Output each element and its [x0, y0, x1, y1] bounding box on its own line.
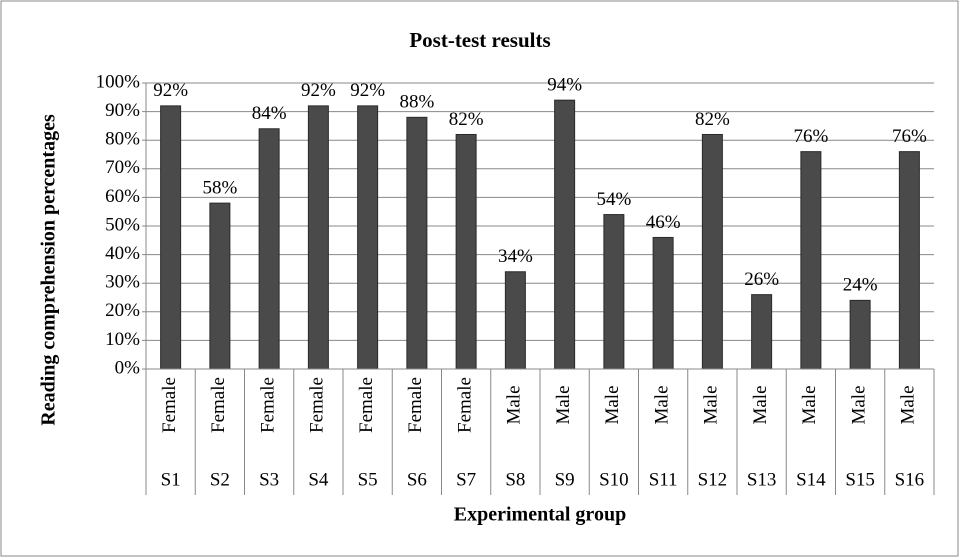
- y-tick-label: 60%: [105, 186, 140, 207]
- bar: [652, 236, 674, 370]
- x-tick-label: S13: [747, 469, 777, 490]
- data-label: 92%: [350, 80, 385, 101]
- x-tick-label: S9: [555, 469, 575, 490]
- x-group-label: Female: [454, 377, 475, 433]
- x-group-label: Female: [257, 377, 278, 433]
- x-tick-label: S15: [845, 469, 875, 490]
- bar: [258, 128, 280, 370]
- data-label: 24%: [843, 275, 878, 296]
- x-tick-label: S10: [599, 469, 629, 490]
- data-label: 82%: [449, 109, 484, 130]
- bar: [160, 105, 182, 370]
- x-group-label: Female: [356, 377, 377, 433]
- data-label: 94%: [547, 75, 582, 96]
- x-group-label: Female: [405, 377, 426, 433]
- bar: [751, 294, 773, 370]
- bar: [307, 105, 329, 370]
- data-label: 54%: [596, 189, 631, 210]
- x-tick-label: S7: [456, 469, 476, 490]
- data-label: 92%: [153, 80, 188, 101]
- x-group-label: Male: [848, 385, 869, 424]
- y-tick-label: 10%: [105, 329, 140, 350]
- bar: [800, 151, 822, 370]
- data-label: 88%: [399, 92, 434, 113]
- data-label: 84%: [252, 103, 287, 124]
- x-tick-label: S3: [259, 469, 279, 490]
- x-tick-label: S12: [698, 469, 728, 490]
- x-tick-label: S8: [505, 469, 525, 490]
- bar: [357, 105, 379, 370]
- bar: [603, 214, 625, 370]
- x-group-label: Male: [898, 385, 919, 424]
- x-tick-label: S14: [796, 469, 826, 490]
- x-tick-label: S11: [649, 469, 678, 490]
- x-tick-label: S4: [308, 469, 329, 490]
- y-tick-label: 40%: [105, 243, 140, 264]
- data-label: 92%: [301, 80, 336, 101]
- data-label: 46%: [646, 212, 681, 233]
- data-label: 82%: [695, 109, 730, 130]
- data-label: 26%: [744, 269, 779, 290]
- y-tick-label: 80%: [105, 129, 140, 150]
- x-tick-label: S16: [895, 469, 925, 490]
- x-group-label: Male: [602, 385, 623, 424]
- y-tick-label: 90%: [105, 100, 140, 121]
- x-tick-label: S2: [210, 469, 230, 490]
- bar: [849, 299, 871, 370]
- x-group-label: Male: [750, 385, 771, 424]
- y-axis-title: Reading comprehension percentages: [38, 114, 60, 426]
- y-tick-label: 30%: [105, 272, 140, 293]
- x-group-label: Male: [651, 385, 672, 424]
- y-tick-label: 100%: [96, 71, 141, 92]
- y-tick-label: 70%: [105, 157, 140, 178]
- data-label: 76%: [793, 126, 828, 147]
- bar: [898, 151, 920, 370]
- x-group-label: Male: [504, 385, 525, 424]
- bar: [209, 202, 231, 370]
- bar: [406, 116, 428, 370]
- y-tick-label: 0%: [115, 357, 141, 378]
- chart-title: Post-test results: [409, 28, 550, 52]
- x-group-label: Female: [208, 377, 229, 433]
- x-group-label: Male: [701, 385, 722, 424]
- bar: [554, 99, 576, 370]
- bar: [504, 271, 526, 370]
- x-axis-title: Experimental group: [454, 504, 626, 526]
- data-label: 58%: [202, 177, 237, 198]
- bar: [701, 133, 723, 370]
- x-tick-label: S5: [358, 469, 378, 490]
- bar: [455, 133, 477, 370]
- x-group-label: Female: [307, 377, 328, 433]
- x-group-label: Male: [799, 385, 820, 424]
- x-tick-label: S6: [407, 469, 427, 490]
- data-label: 76%: [892, 126, 927, 147]
- y-tick-label: 20%: [105, 300, 140, 321]
- x-tick-label: S1: [161, 469, 181, 490]
- data-label: 34%: [498, 246, 533, 267]
- y-tick-label: 50%: [105, 214, 140, 235]
- x-group-label: Male: [553, 385, 574, 424]
- x-group-label: Female: [159, 377, 180, 433]
